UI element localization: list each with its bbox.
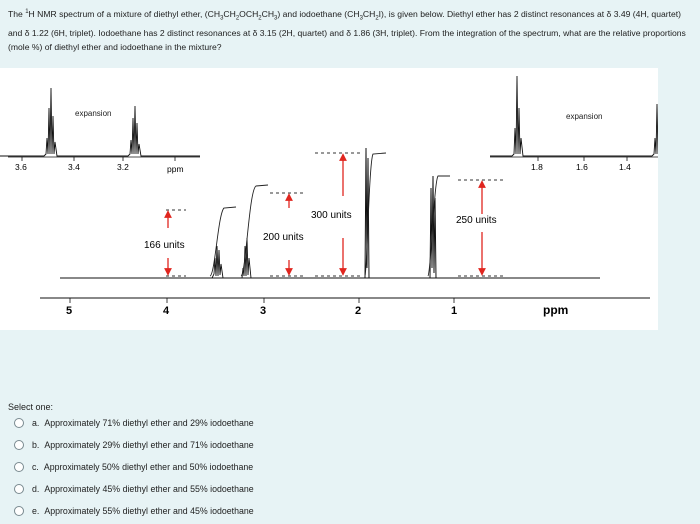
main-unit: ppm: [543, 303, 568, 317]
option-c[interactable]: c. Approximately 50% diethyl ether and 50…: [14, 459, 253, 475]
radio-c[interactable]: [14, 462, 24, 472]
main-tick-3: 3: [260, 305, 266, 317]
option-a[interactable]: a. Approximately 71% diethyl ether and 29…: [14, 415, 254, 431]
peak-3.49: [211, 245, 224, 279]
expansion-label-left: expansion: [75, 109, 111, 118]
main-tick-1: 1: [451, 305, 457, 317]
main-tick-5: 5: [66, 305, 72, 317]
integral-1: [209, 206, 237, 277]
nmr-spectrum-svg: expansion 3.6 3.4 3.2 ppm expansion 1.8 …: [0, 75, 659, 317]
integral-4: [427, 175, 450, 277]
inset-left-tick-3.6: 3.6: [15, 162, 27, 172]
radio-a[interactable]: [14, 418, 24, 428]
question-text: The 1H NMR spectrum of a mixture of diet…: [8, 8, 686, 52]
inset-right-trace: [490, 75, 659, 157]
radio-e[interactable]: [14, 506, 24, 516]
inset-left-unit: ppm: [167, 164, 184, 174]
select-one-label: Select one:: [8, 402, 54, 412]
peak-1.86: [364, 147, 370, 279]
inset-right-tick-1.4: 1.4: [619, 162, 631, 172]
integral-3: [364, 152, 387, 277]
inset-right-tick-1.8: 1.8: [531, 162, 543, 172]
radio-d[interactable]: [14, 484, 24, 494]
inset-left-trace: [0, 87, 200, 157]
main-tick-2: 2: [355, 305, 361, 317]
radio-b[interactable]: [14, 440, 24, 450]
option-d[interactable]: d. Approximately 45% diethyl ether and 55…: [14, 481, 254, 497]
integral-label-200: 200 units: [263, 232, 304, 243]
inset-left-tick-3.4: 3.4: [68, 162, 80, 172]
integral-2: [240, 184, 269, 277]
option-e[interactable]: e. Approximately 55% diethyl ether and 45…: [14, 503, 254, 519]
peak-3.15: [241, 237, 252, 279]
integral-label-250: 250 units: [456, 215, 497, 226]
inset-right-tick-1.6: 1.6: [576, 162, 588, 172]
expansion-label-right: expansion: [566, 112, 602, 121]
inset-left-tick-3.2: 3.2: [117, 162, 129, 172]
option-b[interactable]: b. Approximately 29% diethyl ether and 71…: [14, 437, 254, 453]
main-tick-4: 4: [163, 305, 170, 317]
nmr-spectrum-figure: expansion 3.6 3.4 3.2 ppm expansion 1.8 …: [0, 68, 659, 330]
integral-label-166: 166 units: [144, 240, 185, 251]
integral-label-300: 300 units: [311, 210, 352, 221]
